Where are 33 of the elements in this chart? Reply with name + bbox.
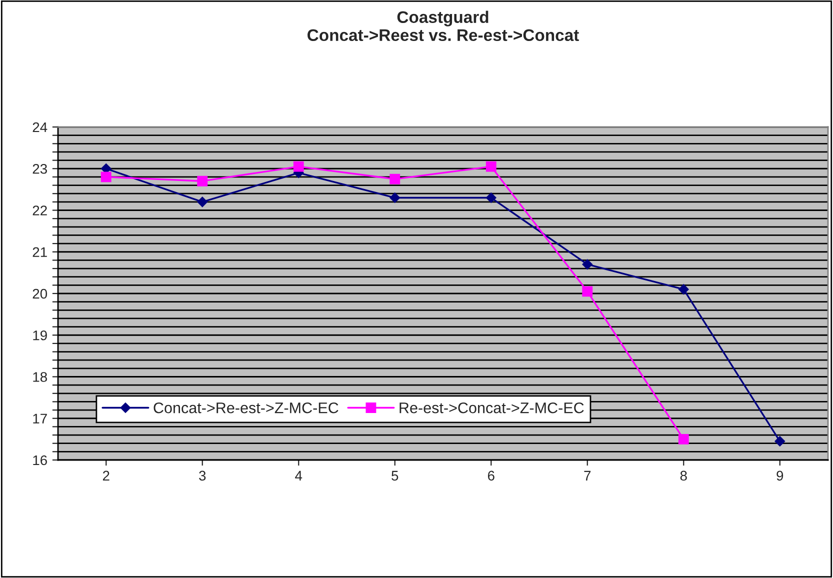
point [678,434,689,444]
legend-label: Concat->Re-est->Z-MC-EC [154,402,338,414]
y-tick-label: 22 [32,206,47,216]
chart-title: Coastguard Concat->Reest vs. Re-est->Concat [308,10,579,42]
x-tick-label: 6 [488,470,494,481]
y-tick-label: 24 [32,122,48,132]
x-tick-label: 2 [102,470,110,480]
x-tick-label: 8 [680,470,687,481]
point [486,192,496,204]
y-tick-label: 18 [33,372,47,382]
y-tick-label: 19 [33,330,47,340]
x-tick-label: 3 [199,470,206,481]
y-tick-label: 17 [33,414,47,424]
x-tick-label: 7 [584,470,591,480]
point [197,176,208,186]
point [390,174,400,184]
y-tick-label: 23 [32,164,47,174]
y-tick-label: 21 [32,247,47,257]
point [100,172,112,182]
point [486,161,496,172]
point [582,259,593,270]
x-tick-label: 9 [776,470,784,481]
point [774,436,786,447]
legend-label: Re-est->Concat->Z-MC-EC [400,402,584,414]
x-tick-label: 4 [295,470,302,480]
point [582,286,593,297]
point [390,192,400,204]
point [678,284,689,295]
point [197,196,208,208]
x-tick-label: 5 [392,470,398,481]
y-tick-label: 16 [33,455,47,466]
y-tick-label: 20 [32,288,48,299]
point [293,161,304,172]
